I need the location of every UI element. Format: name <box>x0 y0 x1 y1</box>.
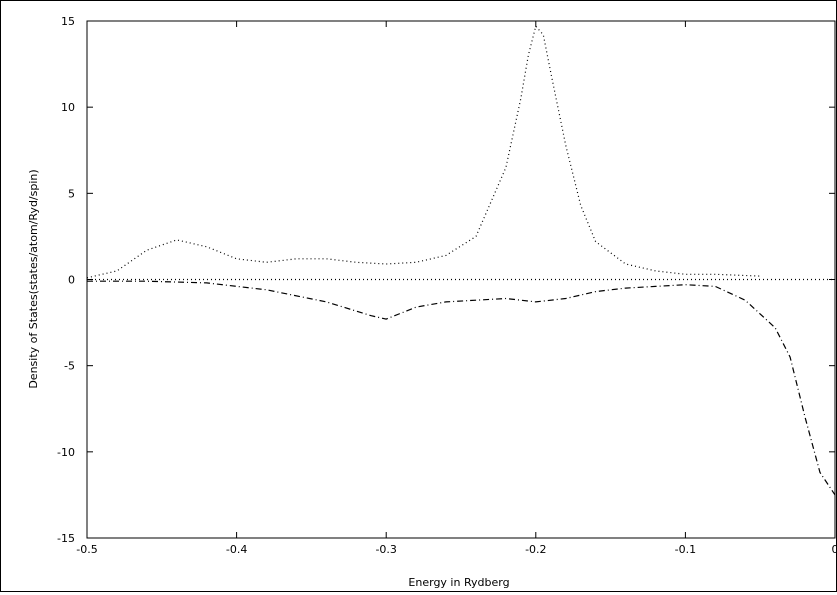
x-tick-label: -0.1 <box>675 543 696 556</box>
x-tick-label: 0 <box>832 543 837 556</box>
y-tick-label: -5 <box>64 360 75 373</box>
series-line-1 <box>86 24 761 279</box>
series-line-3 <box>87 280 836 496</box>
ticks: -0.5 -0.4 -0.3 -0.2 -0.1 0 -15 -10 -5 0 5 10 15 <box>57 15 837 556</box>
y-axis-label: Density of States(states/atom/Ryd/spin) <box>27 169 40 388</box>
y-tick-label: -15 <box>57 532 75 545</box>
y-tick-label: 15 <box>61 15 75 28</box>
x-tick-label: -0.4 <box>226 543 247 556</box>
y-tick-label: 5 <box>68 187 75 200</box>
y-tick-label: 0 <box>68 274 75 287</box>
series-layer <box>86 24 836 496</box>
x-tick-label: -0.3 <box>375 543 396 556</box>
y-tick-label: 10 <box>61 101 75 114</box>
y-tick-label: -10 <box>57 446 75 459</box>
x-axis-label: Energy in Rydberg <box>408 576 509 589</box>
x-tick-label: -0.5 <box>76 543 97 556</box>
x-tick-label: -0.2 <box>525 543 546 556</box>
